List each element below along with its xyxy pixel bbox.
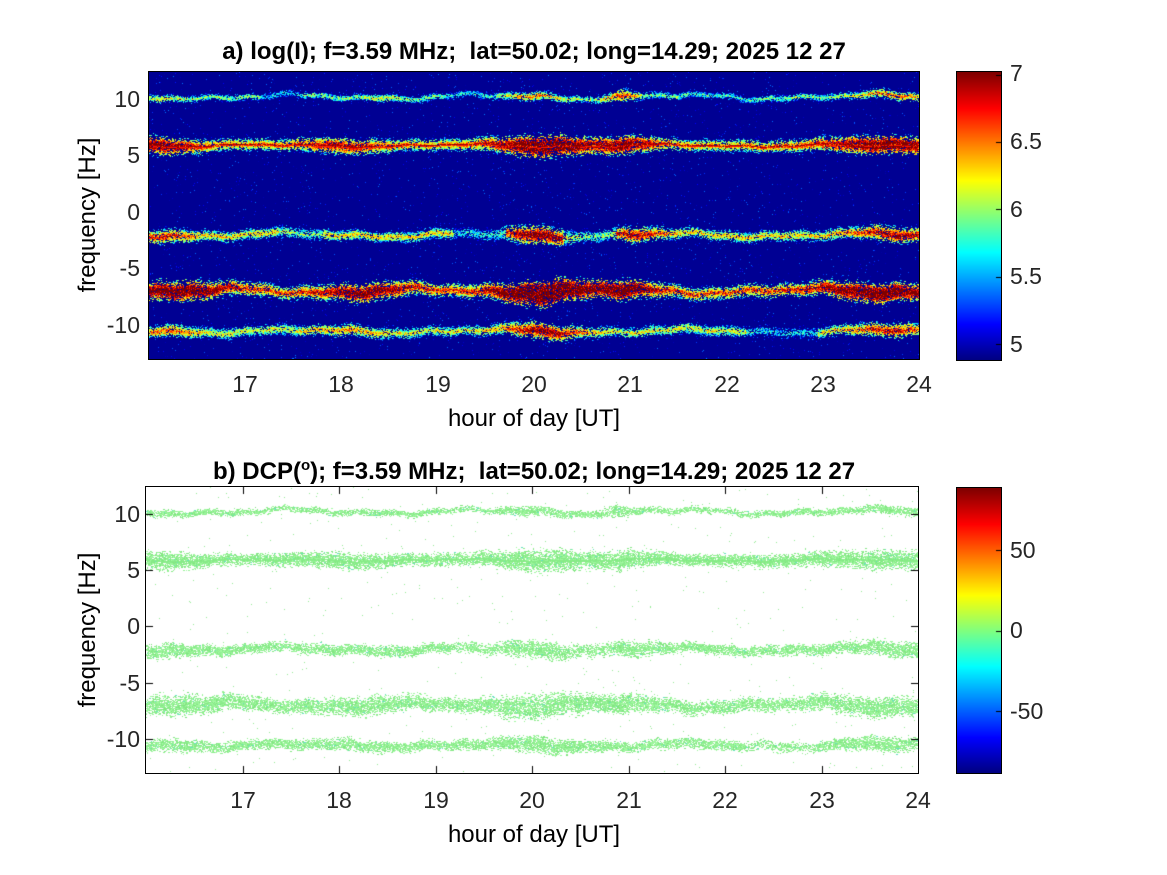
x-tick-label: 22 <box>714 371 740 397</box>
panel-b-title: b) DCP(o); f=3.59 MHz; lat=50.02; long=1… <box>148 451 920 487</box>
y-tick-label: -5 <box>119 670 140 696</box>
panel-a-spectrogram <box>148 71 920 360</box>
panel-b-spectrogram <box>145 486 919 774</box>
colorbar-tick-label: 6 <box>1010 196 1023 222</box>
x-tick-label: 19 <box>423 787 449 813</box>
colorbar-tick-label: 5.5 <box>1010 263 1042 289</box>
colorbar-tick-label: 7 <box>1010 60 1023 86</box>
panel-a-ylabel: frequency [Hz] <box>74 137 101 293</box>
y-tick-label: 5 <box>127 142 140 168</box>
panel-a-xlabel: hour of day [UT] <box>447 405 621 432</box>
y-tick-label: 10 <box>114 86 140 112</box>
panel-b-xlabel: hour of day [UT] <box>447 821 621 848</box>
y-tick-label: 10 <box>114 501 140 527</box>
panel-b-title-pre: b) DCP( <box>212 458 301 485</box>
colorbar-tick-label: -50 <box>1010 698 1044 724</box>
x-tick-label: 17 <box>230 787 256 813</box>
x-tick-label: 18 <box>326 787 352 813</box>
panel-b-ylabel: frequency [Hz] <box>74 552 101 708</box>
x-tick-label: 22 <box>712 787 738 813</box>
x-tick-label: 18 <box>328 371 354 397</box>
x-tick-label: 24 <box>906 371 932 397</box>
x-tick-label: 20 <box>521 371 547 397</box>
x-tick-label: 23 <box>809 787 835 813</box>
colorbar-tick-label: 50 <box>1010 537 1036 563</box>
y-tick-label: 0 <box>127 613 140 639</box>
y-tick-label: 0 <box>127 199 140 225</box>
x-tick-label: 20 <box>519 787 545 813</box>
colorbar-tick-label: 0 <box>1010 617 1023 643</box>
panel-a-colorbar <box>956 71 1002 361</box>
y-tick-label: -10 <box>106 312 140 338</box>
panel-b-colorbar <box>956 487 1002 774</box>
y-tick-label: 5 <box>127 557 140 583</box>
panel-b-title-post: ); f=3.59 MHz; lat=50.02; long=14.29; 20… <box>310 458 856 485</box>
y-tick-label: -5 <box>119 255 140 281</box>
x-tick-label: 23 <box>810 371 836 397</box>
x-tick-label: 17 <box>232 371 258 397</box>
y-tick-label: -10 <box>106 726 140 752</box>
panel-a-title: a) log(I); f=3.59 MHz; lat=50.02; long=1… <box>222 38 846 65</box>
colorbar-tick-label: 5 <box>1010 331 1023 357</box>
x-tick-label: 24 <box>905 787 931 813</box>
colorbar-tick-label: 6.5 <box>1010 128 1042 154</box>
x-tick-label: 21 <box>617 371 643 397</box>
x-tick-label: 21 <box>616 787 642 813</box>
panel-b-title-sup: o <box>300 457 311 474</box>
x-tick-label: 19 <box>425 371 451 397</box>
